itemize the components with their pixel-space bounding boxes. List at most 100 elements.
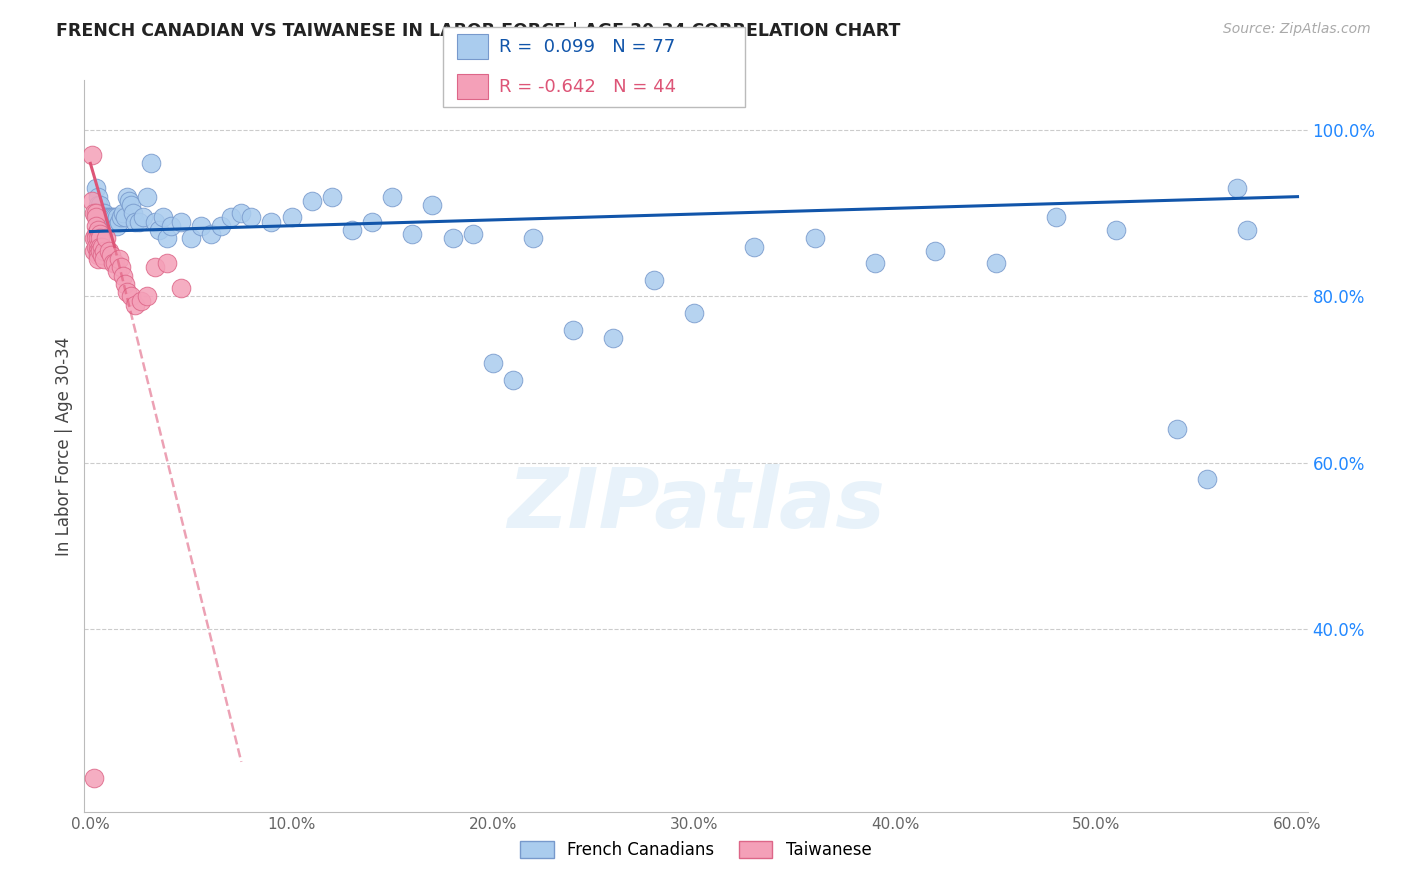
Point — [89, 198, 111, 212]
Point — [1105, 223, 1128, 237]
Point — [110, 211, 132, 225]
Point — [87, 252, 110, 266]
Point — [522, 231, 544, 245]
Point — [97, 244, 120, 258]
Point — [96, 214, 118, 228]
Point — [87, 244, 110, 258]
Point — [89, 244, 111, 258]
Point — [87, 223, 110, 237]
Point — [1045, 211, 1067, 225]
Point — [107, 214, 129, 228]
Text: FRENCH CANADIAN VS TAIWANESE IN LABOR FORCE | AGE 30-34 CORRELATION CHART: FRENCH CANADIAN VS TAIWANESE IN LABOR FO… — [56, 22, 901, 40]
Point — [121, 206, 143, 220]
Point — [260, 214, 283, 228]
Point — [135, 189, 157, 203]
Point — [89, 211, 111, 225]
Point — [602, 331, 624, 345]
Point — [89, 239, 111, 253]
Text: R = -0.642   N = 44: R = -0.642 N = 44 — [499, 78, 676, 96]
Point — [481, 356, 503, 370]
Point — [86, 227, 108, 241]
Point — [86, 231, 108, 245]
Point — [100, 248, 122, 262]
Point — [143, 214, 166, 228]
Point — [87, 231, 110, 245]
Point — [83, 231, 105, 245]
Point — [103, 256, 125, 270]
Point — [803, 231, 825, 245]
Point — [96, 211, 118, 225]
Point — [231, 206, 253, 220]
Point — [124, 214, 146, 228]
Point — [120, 198, 142, 212]
Point — [160, 219, 183, 233]
Point — [115, 189, 138, 203]
Point — [190, 219, 212, 233]
Text: ZIPatlas: ZIPatlas — [508, 464, 884, 545]
Point — [82, 194, 104, 208]
Point — [93, 244, 115, 258]
Point — [924, 244, 946, 258]
Point — [87, 189, 110, 203]
Text: R =  0.099   N = 77: R = 0.099 N = 77 — [499, 37, 675, 56]
Point — [742, 239, 765, 253]
Point — [93, 252, 115, 266]
Point — [100, 214, 122, 228]
Point — [105, 211, 128, 225]
Text: Source: ZipAtlas.com: Source: ZipAtlas.com — [1223, 22, 1371, 37]
Point — [280, 211, 302, 225]
Point — [683, 306, 706, 320]
Point — [83, 772, 105, 786]
Point — [100, 211, 122, 225]
Point — [103, 214, 125, 228]
Y-axis label: In Labor Force | Age 30-34: In Labor Force | Age 30-34 — [55, 336, 73, 556]
Point — [89, 231, 111, 245]
Point — [120, 289, 142, 303]
Point — [863, 256, 886, 270]
Point — [101, 211, 124, 225]
Point — [115, 285, 138, 300]
Point — [219, 211, 242, 225]
Point — [1195, 472, 1218, 486]
Point — [502, 372, 524, 386]
Point — [86, 206, 108, 220]
Point — [111, 268, 134, 283]
Point — [96, 231, 118, 245]
Point — [148, 223, 170, 237]
Point — [152, 211, 174, 225]
Point — [91, 211, 114, 225]
Point — [93, 206, 115, 220]
Point — [82, 148, 104, 162]
Point — [117, 194, 139, 208]
Point — [139, 156, 162, 170]
Point — [87, 248, 110, 262]
Point — [156, 231, 179, 245]
Point — [91, 239, 114, 253]
Point — [131, 211, 153, 225]
Point — [422, 198, 444, 212]
Point — [240, 211, 263, 225]
Point — [170, 214, 193, 228]
Point — [87, 239, 110, 253]
Point — [97, 211, 120, 225]
Point — [91, 248, 114, 262]
Point — [441, 231, 464, 245]
Point — [114, 211, 136, 225]
Point — [91, 206, 114, 220]
Point — [114, 277, 136, 291]
Point — [89, 206, 111, 220]
Point — [381, 189, 404, 203]
Point — [86, 211, 108, 225]
Point — [124, 298, 146, 312]
Point — [86, 181, 108, 195]
Point — [103, 211, 125, 225]
Point — [1166, 422, 1188, 436]
Point — [200, 227, 222, 241]
Point — [401, 227, 423, 241]
Point — [643, 273, 665, 287]
Point — [105, 264, 128, 278]
Point — [107, 252, 129, 266]
Point — [361, 214, 384, 228]
Point — [1226, 181, 1249, 195]
Point — [129, 293, 152, 308]
